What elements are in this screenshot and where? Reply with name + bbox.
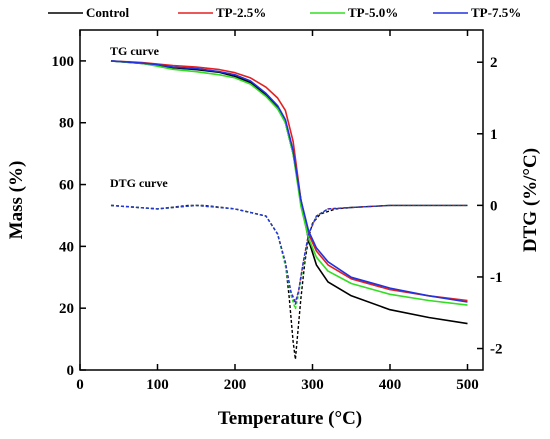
- axes: 0 100 200 300 400 500 0 20 40 60 80 100 -2 -1 0 1 2: [52, 29, 503, 393]
- plot-series: [110, 60, 468, 360]
- y-right-tick-label: 2: [490, 55, 498, 71]
- y-left-tick-label: 0: [67, 363, 75, 379]
- y-left-tick-label: 20: [59, 301, 74, 317]
- x-tick-label: 300: [301, 377, 324, 393]
- y-right-tick-label: -2: [490, 342, 503, 358]
- dtg-line-3: [110, 204, 468, 305]
- y-right-tick-label: 1: [490, 127, 498, 143]
- x-tick-label: 100: [146, 377, 169, 393]
- y-axis-left-title: Mass (%): [6, 161, 27, 240]
- x-tick-label: 0: [76, 377, 84, 393]
- tg-line-2: [110, 60, 468, 306]
- x-tick-label: 200: [224, 377, 247, 393]
- legend: Control TP-2.5% TP-5.0% TP-7.5%: [48, 5, 521, 20]
- dtg-curve-annotation: DTG curve: [110, 176, 168, 190]
- y-axis-right-title: DTG (%/°C): [520, 148, 541, 252]
- tg-line-1: [110, 60, 468, 302]
- legend-label-1: TP-2.5%: [216, 5, 266, 20]
- tg-line-0: [110, 60, 468, 325]
- y-left-tick-label: 40: [59, 239, 74, 255]
- y-left-tick-label: 80: [59, 116, 74, 132]
- legend-label-2: TP-5.0%: [348, 5, 398, 20]
- legend-label-0: Control: [86, 5, 129, 20]
- plot-frame: [79, 29, 484, 371]
- y-left-tick-label: 60: [59, 178, 74, 194]
- tg-curve-annotation: TG curve: [110, 44, 160, 58]
- y-right-tick-label: -1: [490, 270, 503, 286]
- legend-label-3: TP-7.5%: [471, 5, 521, 20]
- x-tick-label: 500: [456, 377, 479, 393]
- y-right-tick-label: 0: [490, 198, 498, 214]
- tg-line-3: [110, 60, 468, 303]
- y-left-tick-label: 100: [52, 54, 75, 70]
- x-axis-title: Temperature (°C): [218, 408, 362, 429]
- x-tick-label: 400: [379, 377, 402, 393]
